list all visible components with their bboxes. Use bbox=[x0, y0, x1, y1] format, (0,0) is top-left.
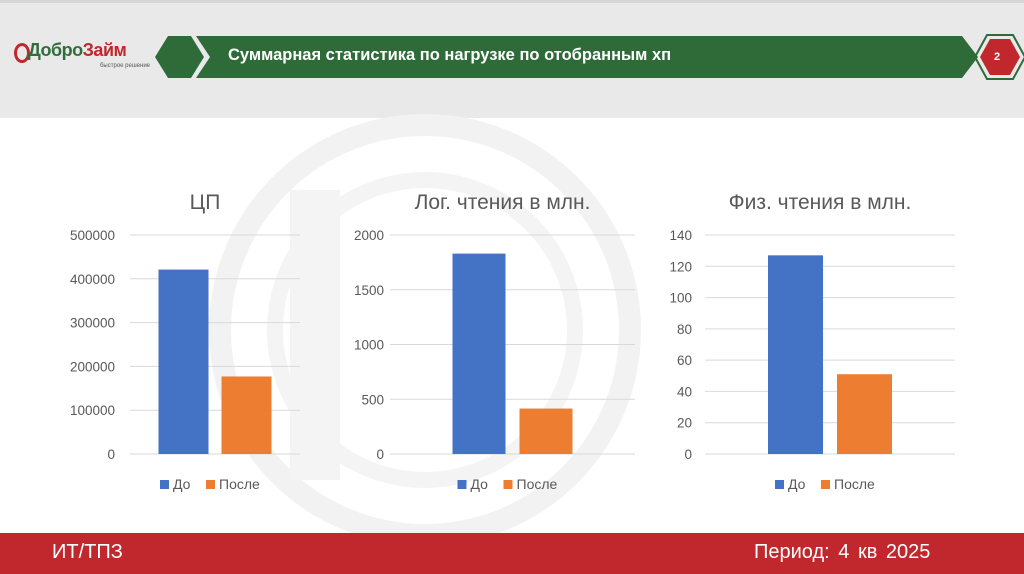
y-tick-label: 100 bbox=[669, 291, 692, 306]
y-tick-label: 500 bbox=[361, 392, 384, 407]
legend-swatch bbox=[457, 480, 467, 489]
bar-after bbox=[519, 408, 573, 454]
chart-title: Лог. чтения в млн. bbox=[415, 191, 591, 214]
legend-label: До bbox=[471, 476, 489, 492]
y-tick-label: 200000 bbox=[70, 359, 115, 374]
slide-number-hex bbox=[980, 39, 1020, 75]
logo-name-part1: Добро bbox=[28, 40, 83, 60]
title-banner-shape bbox=[196, 36, 978, 78]
logo-mark-icon bbox=[14, 43, 30, 63]
y-tick-label: 500000 bbox=[70, 228, 115, 243]
y-tick-label: 120 bbox=[669, 259, 692, 274]
legend-label: До bbox=[173, 476, 191, 492]
footer-period: Период: 4 кв 2025 bbox=[754, 541, 931, 563]
logo-tagline: быстрое решение bbox=[100, 63, 151, 69]
legend-swatch bbox=[206, 480, 215, 489]
y-tick-label: 1500 bbox=[354, 283, 384, 298]
left-hex-decoration bbox=[155, 36, 204, 78]
bar-after bbox=[221, 376, 272, 454]
logo-name: ДоброЗайм bbox=[28, 40, 127, 61]
bar-before bbox=[768, 255, 823, 454]
chart-title: Физ. чтения в млн. bbox=[729, 191, 912, 214]
legend-swatch bbox=[775, 480, 784, 489]
chart-title: ЦП bbox=[190, 191, 221, 214]
chart-svg: Физ. чтения в млн. 0 20 40 60 80 100 120 140 До По… bbox=[669, 191, 955, 492]
y-tick-label: 60 bbox=[677, 353, 692, 368]
footer-department: ИТ/ТПЗ bbox=[52, 541, 123, 563]
legend-swatch bbox=[503, 480, 513, 489]
y-tick-label: 0 bbox=[376, 447, 384, 462]
y-tick-label: 140 bbox=[669, 228, 692, 243]
bar-before bbox=[158, 269, 209, 454]
y-tick-label: 0 bbox=[107, 447, 115, 462]
chart-svg: Лог. чтения в млн. 0 500 1000 1500 2000 До Посл… bbox=[354, 191, 635, 492]
y-tick-label: 40 bbox=[677, 384, 692, 399]
y-tick-label: 80 bbox=[677, 322, 692, 337]
y-tick-label: 300000 bbox=[70, 316, 115, 331]
bar-before bbox=[452, 253, 506, 454]
footer-bar: ИТ/ТПЗ Период: 4 кв 2025 bbox=[0, 533, 1024, 574]
y-tick-label: 0 bbox=[684, 447, 692, 462]
y-tick-label: 2000 bbox=[354, 228, 384, 243]
chart-cpu: ЦП 0 100000 200000 300000 400000 500000 До После bbox=[45, 180, 335, 510]
chart-logical-reads: Лог. чтения в млн. 0 500 1000 1500 2000 До Посл… bbox=[340, 180, 640, 510]
bar-after bbox=[837, 374, 892, 454]
slide-number-hex-border bbox=[973, 34, 1024, 80]
company-logo: ДоброЗайм быстрое решение bbox=[14, 40, 150, 76]
legend-label: После bbox=[517, 476, 558, 492]
legend-swatch bbox=[821, 480, 830, 489]
logo-name-part2: Займ bbox=[82, 40, 127, 60]
y-tick-label: 400000 bbox=[70, 272, 115, 287]
chart-physical-reads: Физ. чтения в млн. 0 20 40 60 80 100 120 140 До По… bbox=[640, 180, 960, 510]
slide-title: Суммарная статистика по нагрузке по отоб… bbox=[228, 46, 672, 64]
chart-svg: ЦП 0 100000 200000 300000 400000 500000 До После bbox=[70, 191, 300, 492]
y-tick-label: 100000 bbox=[70, 403, 115, 418]
legend-label: До bbox=[788, 476, 806, 492]
legend-label: После bbox=[834, 476, 875, 492]
title-banner bbox=[155, 34, 1024, 80]
y-tick-label: 1000 bbox=[354, 338, 384, 353]
legend-swatch bbox=[160, 480, 169, 489]
legend-label: После bbox=[219, 476, 260, 492]
header-top-line bbox=[0, 0, 1024, 3]
slide-number: 2 bbox=[993, 51, 1001, 63]
y-tick-label: 20 bbox=[677, 416, 692, 431]
